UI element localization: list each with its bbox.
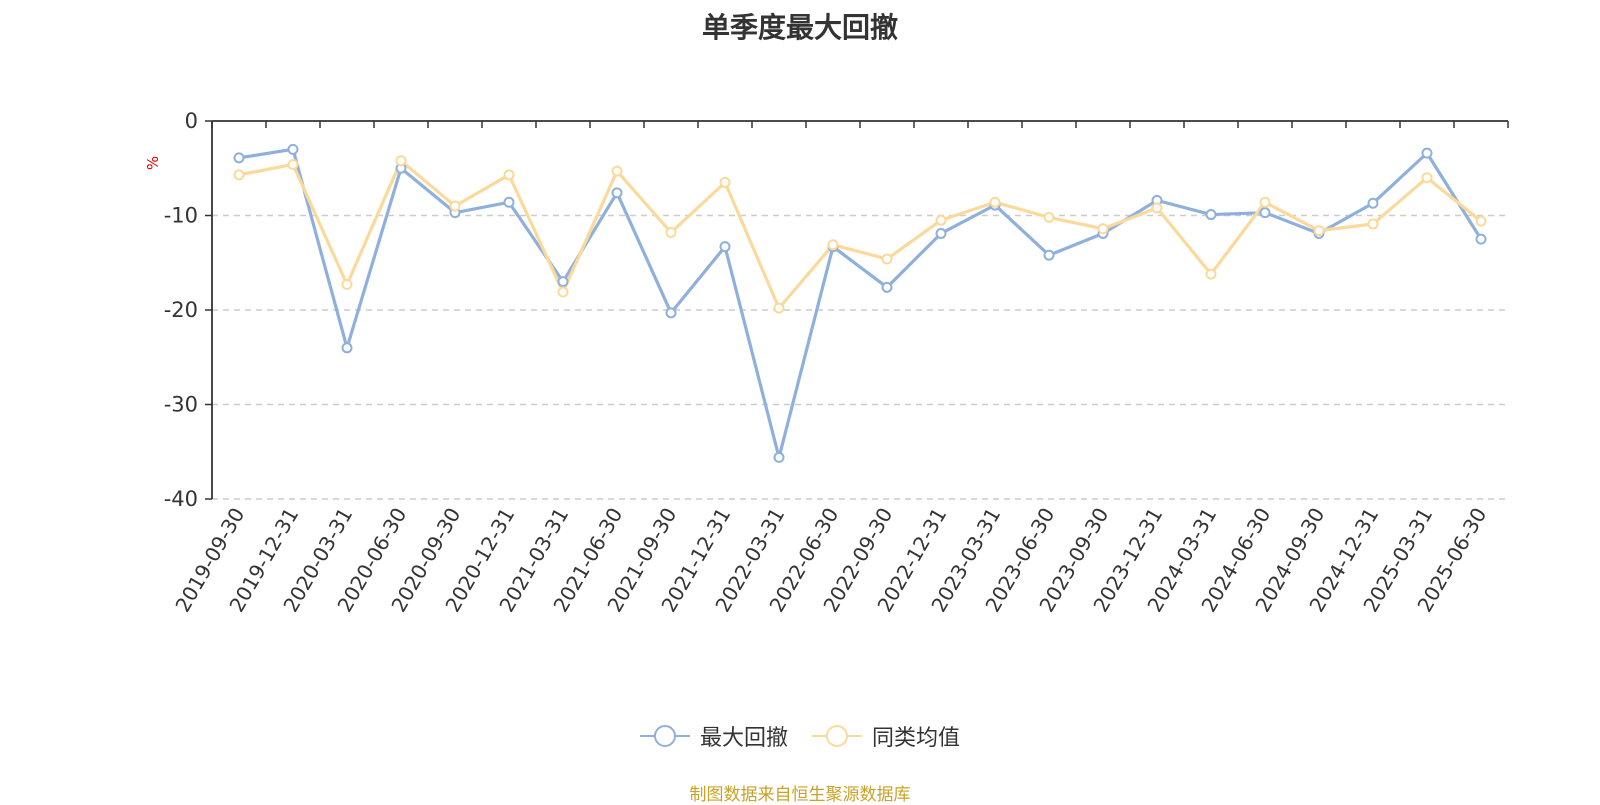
data-point-series-1 [1205,268,1217,280]
data-point-series-1 [827,239,839,251]
source-note: 制图数据来自恒生聚源数据库 [689,785,911,805]
data-point-series-0 [557,276,569,288]
data-point-series-1 [557,286,569,298]
data-point-series-1 [1367,218,1379,230]
chart-title: 单季度最大回撤 [701,11,898,44]
data-point-series-0 [233,152,245,164]
data-point-series-1 [611,165,623,177]
y-axis-label: % [144,156,162,170]
data-point-series-0 [1043,249,1055,261]
data-point-series-1 [935,214,947,226]
data-point-series-1 [233,169,245,181]
legend-swatch-peer-average [812,725,862,747]
y-tick-label: -40 [164,487,198,511]
data-point-series-0 [503,196,515,208]
y-tick-label: -30 [164,393,198,417]
data-point-series-0 [1259,207,1271,219]
legend-item-max-drawdown[interactable]: 最大回撤 [639,720,788,752]
data-point-series-1 [287,158,299,170]
y-tick-label: 0 [185,109,198,133]
series-line-1 [238,159,1483,310]
data-point-series-1 [503,169,515,181]
data-point-series-1 [773,302,785,314]
data-point-series-1 [1097,223,1109,235]
data-point-series-0 [665,307,677,319]
data-point-series-0 [1421,147,1433,159]
legend-swatch-max-drawdown [639,725,690,747]
data-point-series-1 [1151,202,1163,214]
legend-label-peer-average: 同类均值 [872,726,961,751]
series-line-0 [238,147,1483,460]
data-point-series-0 [935,227,947,239]
data-point-series-0 [1205,209,1217,221]
data-point-series-0 [719,241,731,253]
data-point-series-1 [881,253,893,265]
data-point-series-0 [881,281,893,293]
data-point-series-1 [395,155,407,167]
y-tick-label: -20 [164,298,198,322]
data-point-series-0 [1475,233,1487,245]
y-tick-label: -10 [164,204,198,228]
data-point-series-1 [449,200,461,212]
data-point-series-0 [341,342,353,354]
data-point-series-1 [1313,225,1325,237]
data-point-series-0 [773,451,785,463]
data-point-series-1 [719,176,731,188]
data-point-series-1 [341,278,353,290]
data-point-series-1 [1421,172,1433,184]
data-point-series-0 [287,143,299,155]
data-point-series-1 [1259,196,1271,208]
legend-item-peer-average[interactable]: 同类均值 [812,720,960,752]
data-point-series-1 [1043,211,1055,223]
data-point-series-1 [989,196,1001,208]
legend: 最大回撤 同类均值 [0,720,1600,752]
data-point-series-0 [611,187,623,199]
data-point-series-1 [1475,215,1487,227]
legend-label-max-drawdown: 最大回撤 [699,726,788,751]
data-point-series-1 [665,227,677,239]
data-point-series-0 [1367,197,1379,209]
